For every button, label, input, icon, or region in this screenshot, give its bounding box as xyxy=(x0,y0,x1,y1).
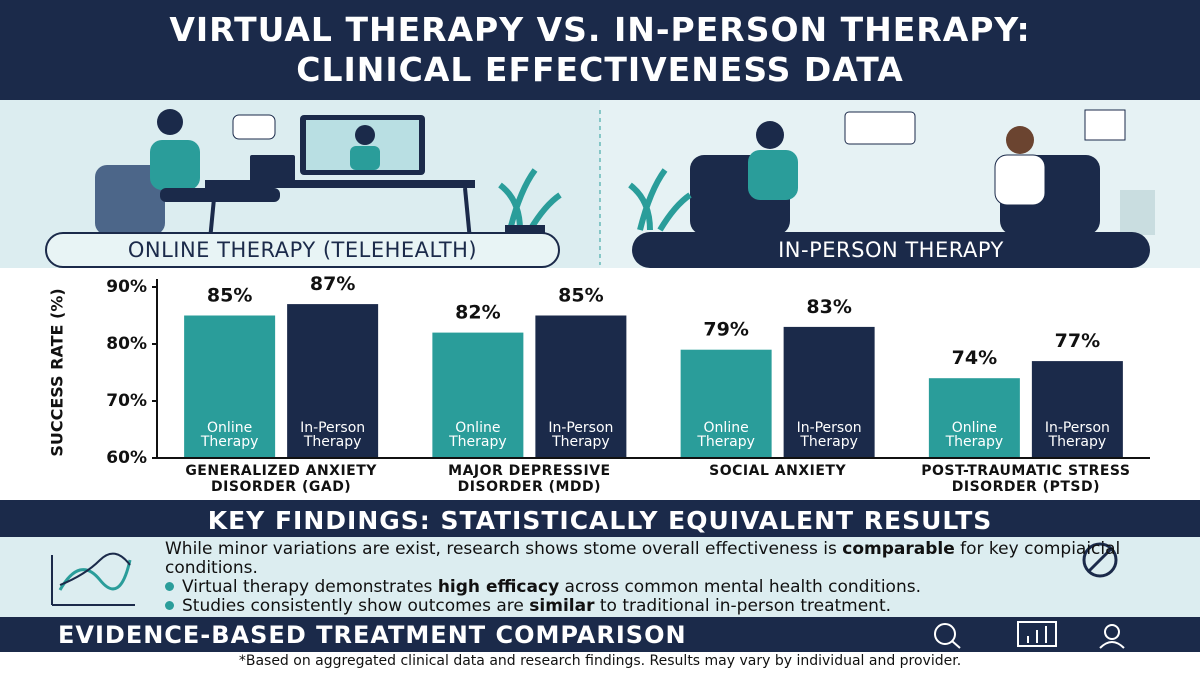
bar xyxy=(184,315,276,458)
value-label: 85% xyxy=(207,285,252,307)
value-label: 82% xyxy=(455,302,500,324)
findings-title: KEY FINDINGS: STATISTICALLY EQUIVALENT R… xyxy=(207,505,993,535)
value-label: 79% xyxy=(703,319,748,341)
bullet: Studies consistently show outcomes are s… xyxy=(165,597,1125,616)
x-tick-label: POST-TRAUMATIC STRESS DISORDER (PTSD) xyxy=(921,463,1131,495)
text: Virtual therapy demonstrates xyxy=(182,577,438,597)
findings-text: While minor variations are exist, resear… xyxy=(165,540,1125,616)
emphasis: comparable xyxy=(842,539,955,559)
findings-intro: While minor variations are exist, resear… xyxy=(165,540,1125,578)
value-label: 74% xyxy=(952,347,997,369)
inperson-label: IN-PERSON THERAPY xyxy=(632,232,1150,268)
bar-series-label: Online Therapy xyxy=(200,420,259,450)
bar xyxy=(535,315,627,458)
y-tick-label: 70% xyxy=(106,391,147,411)
value-label: 87% xyxy=(310,273,355,295)
y-tick-label: 80% xyxy=(106,334,147,354)
bar xyxy=(783,326,875,458)
x-tick-label: MAJOR DEPRESSIVE DISORDER (MDD) xyxy=(448,463,611,495)
bar xyxy=(1031,361,1123,458)
bar xyxy=(287,304,379,458)
title: VIRTUAL THERAPY VS. IN-PERSON THERAPY: C… xyxy=(169,10,1031,89)
text: across common mental health conditions. xyxy=(559,577,921,597)
x-tick-label: GENERALIZED ANXIETY DISORDER (GAD) xyxy=(185,463,377,495)
banner-band xyxy=(0,617,1200,652)
bar xyxy=(680,349,772,458)
trend-icon xyxy=(51,552,135,606)
no-difference-icon xyxy=(1082,542,1118,578)
bar-series-label: Online Therapy xyxy=(448,420,507,450)
value-label: 85% xyxy=(558,285,603,307)
bar xyxy=(928,378,1020,458)
text: Studies consistently show outcomes are xyxy=(182,596,530,616)
emphasis: high efficacy xyxy=(437,577,560,597)
text: While minor variations are exist, resear… xyxy=(165,539,843,559)
emphasis: similar xyxy=(529,596,595,616)
value-label: 83% xyxy=(806,296,851,318)
online-label: ONLINE THERAPY (TELEHEALTH) xyxy=(45,232,560,268)
text: to traditional in-person treatment. xyxy=(594,596,892,616)
x-tick-label: SOCIAL ANXIETY xyxy=(709,463,847,479)
bar-series-label: Online Therapy xyxy=(696,420,755,450)
findings-band xyxy=(0,500,1200,537)
y-axis-label: SUCCESS RATE (%) xyxy=(48,288,67,456)
header-band xyxy=(0,0,1200,100)
banner-icons xyxy=(934,621,1125,649)
bar-series-label: In-Person Therapy xyxy=(797,420,862,450)
inperson-illustration xyxy=(628,109,1155,235)
banner-title: EVIDENCE-BASED TREATMENT COMPARISON xyxy=(58,620,687,649)
bar-series-label: In-Person Therapy xyxy=(548,420,613,450)
y-tick-label: 60% xyxy=(106,448,147,468)
bar-series-label: In-Person Therapy xyxy=(300,420,365,450)
footnote: *Based on aggregated clinical data and r… xyxy=(238,653,962,669)
bar-series-label: In-Person Therapy xyxy=(1045,420,1110,450)
bullet: Virtual therapy demonstrates high effica… xyxy=(165,578,1125,597)
bar xyxy=(432,332,524,458)
value-label: 77% xyxy=(1055,330,1100,352)
y-tick-label: 90% xyxy=(106,277,147,297)
bar-series-label: Online Therapy xyxy=(945,420,1004,450)
text: for key compiaicial conditions. xyxy=(165,539,1121,578)
online-illustration xyxy=(95,109,562,245)
